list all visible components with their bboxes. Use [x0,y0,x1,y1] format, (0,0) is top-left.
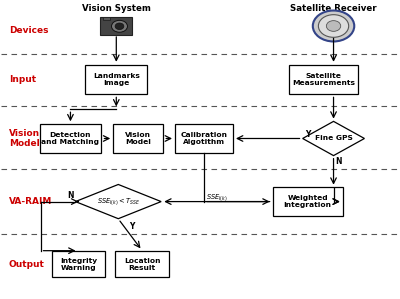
Text: N: N [336,158,342,167]
Text: Y: Y [130,222,135,231]
Circle shape [318,15,349,37]
Polygon shape [76,184,161,219]
Text: VA-RAIM: VA-RAIM [9,197,52,206]
FancyBboxPatch shape [40,124,101,152]
FancyBboxPatch shape [115,251,169,277]
Text: Vision
Model: Vision Model [9,129,40,148]
Circle shape [326,21,341,31]
Text: Vision System: Vision System [82,4,151,13]
Circle shape [115,23,124,30]
Text: Y: Y [305,130,310,139]
Text: Satellite Receiver: Satellite Receiver [290,4,377,13]
Text: N: N [67,191,74,200]
FancyBboxPatch shape [85,65,147,94]
Text: Fine GPS: Fine GPS [314,135,352,141]
Text: Weighted
Integration: Weighted Integration [284,195,332,208]
FancyBboxPatch shape [52,251,105,277]
FancyBboxPatch shape [175,124,233,152]
FancyBboxPatch shape [273,187,342,216]
Text: Integrity
Warning: Integrity Warning [60,257,97,271]
Text: Calibration
Algotithm: Calibration Algotithm [180,132,228,145]
Text: Vision
Model: Vision Model [125,132,151,145]
Text: Landmarks
Image: Landmarks Image [93,73,140,86]
FancyBboxPatch shape [289,65,358,94]
Text: Satellite
Measurements: Satellite Measurements [292,73,355,86]
Text: Output: Output [9,260,44,269]
Text: $SSE_{I(k)}$: $SSE_{I(k)}$ [206,192,228,202]
Text: Detection
and Matching: Detection and Matching [42,132,100,145]
FancyBboxPatch shape [102,17,110,20]
FancyBboxPatch shape [113,124,163,152]
Polygon shape [303,121,364,155]
Text: Input: Input [9,75,36,84]
Circle shape [112,20,128,32]
FancyBboxPatch shape [100,17,132,35]
Text: Devices: Devices [9,26,48,35]
Circle shape [313,10,354,42]
Text: $SSE_{I(k)} < T_{SSE}$: $SSE_{I(k)} < T_{SSE}$ [96,196,140,207]
Text: Location
Result: Location Result [124,257,160,271]
